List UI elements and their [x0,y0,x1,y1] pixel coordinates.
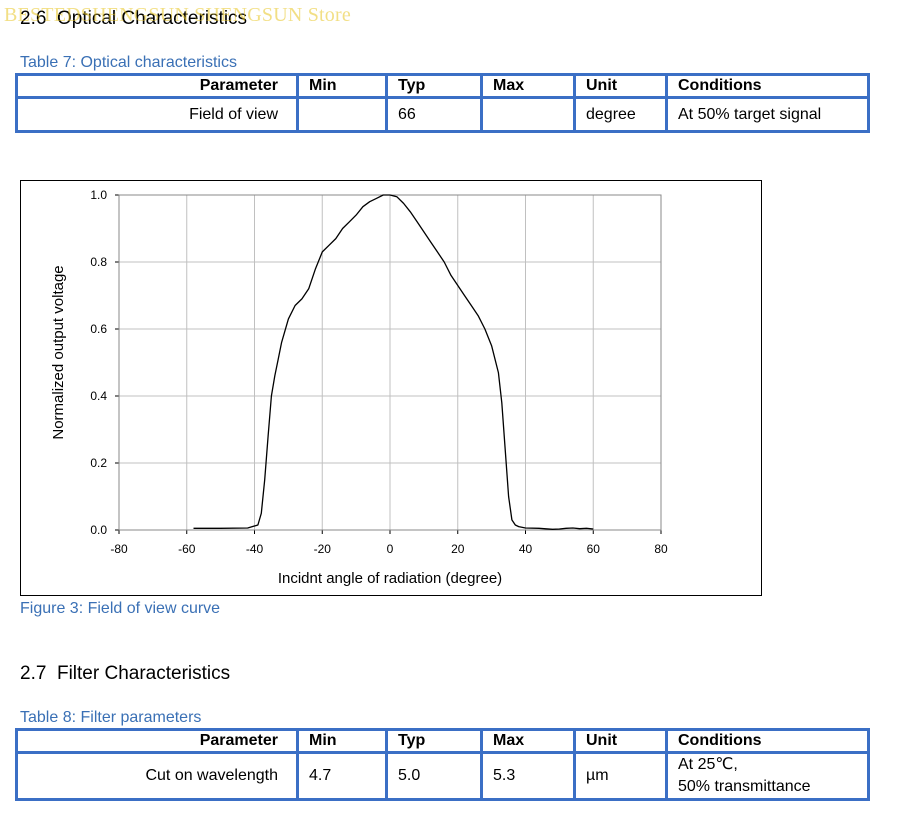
cell-typ: 5.0 [385,751,483,801]
header-conditions: Conditions [665,728,870,754]
header-max: Max [480,728,576,754]
section-title-filter: 2.7 Filter Characteristics [20,663,230,685]
cell-max [480,96,576,133]
optical-characteristics-table: Parameter Min Typ Max Unit Conditions Fi… [15,73,870,133]
x-tick-label: 20 [451,542,465,556]
x-tick-label: -20 [314,542,332,556]
x-tick-label: 0 [387,542,394,556]
y-tick-label: 0.6 [90,322,107,336]
table-header-row: Parameter Min Typ Max Unit Conditions [15,728,870,754]
cell-conditions: At 50% target signal [665,96,870,133]
header-max: Max [480,73,576,99]
field-of-view-chart: -80 -60 -40 -20 0 20 40 60 80 0.0 0.2 0.4 0.6 0.8 1.0 I… [20,180,762,596]
header-typ: Typ [385,73,483,99]
store-watermark: BESTEDSHENGSUN SHENGSUN Store [4,4,351,26]
table-row: Cut on wavelength 4.7 5.0 5.3 µm At 25℃,… [15,751,870,801]
section-title-optical: 2.6 Optical Characteristics [20,8,247,30]
header-parameter: Parameter [15,728,299,754]
header-unit: Unit [573,73,668,99]
header-conditions: Conditions [665,73,870,99]
header-min: Min [296,73,388,99]
cell-unit: µm [573,751,668,801]
y-tick-label: 0.0 [90,523,107,537]
table-row: Field of view 66 degree At 50% target si… [15,96,870,133]
x-tick-label: -60 [178,542,196,556]
conditions-line2: 50% transmittance [678,778,811,795]
figure3-caption: Figure 3: Field of view curve [20,600,221,617]
x-tick-label: 60 [587,542,601,556]
cell-conditions: At 25℃, 50% transmittance [665,751,870,801]
y-axis-label: Normalized output voltage [50,265,67,439]
header-unit: Unit [573,728,668,754]
y-tick-label: 0.2 [90,456,107,470]
x-tick-label: -80 [110,542,128,556]
cell-parameter: Field of view [15,96,299,133]
chart-svg: -80 -60 -40 -20 0 20 40 60 80 0.0 0.2 0.4 0.6 0.8 1.0 I… [50,188,668,587]
section-title-text: Optical Characteristics [56,8,248,29]
header-typ: Typ [385,728,483,754]
section-title-text: Filter Characteristics [56,663,231,684]
x-tick-label: -40 [246,542,264,556]
table8-caption: Table 8: Filter parameters [20,709,202,726]
section-number: 2.6 [20,8,47,29]
y-tick-label: 0.8 [90,255,107,269]
cell-max: 5.3 [480,751,576,801]
cell-typ: 66 [385,96,483,133]
conditions-line1: At 25℃, [678,756,738,773]
section-number: 2.7 [20,663,47,684]
y-tick-label: 1.0 [90,188,107,202]
x-tick-label: 80 [654,542,668,556]
header-parameter: Parameter [15,73,299,99]
y-tick-label: 0.4 [90,389,107,403]
cell-parameter: Cut on wavelength [15,751,299,801]
cell-unit: degree [573,96,668,133]
x-axis-label: Incidnt angle of radiation (degree) [278,570,502,587]
filter-parameters-table: Parameter Min Typ Max Unit Conditions Cu… [15,728,870,801]
table7-caption: Table 7: Optical characteristics [20,54,237,71]
table-header-row: Parameter Min Typ Max Unit Conditions [15,73,870,99]
series-line [193,194,594,530]
cell-min [296,96,388,133]
header-min: Min [296,728,388,754]
cell-min: 4.7 [296,751,388,801]
x-tick-label: 40 [519,542,533,556]
